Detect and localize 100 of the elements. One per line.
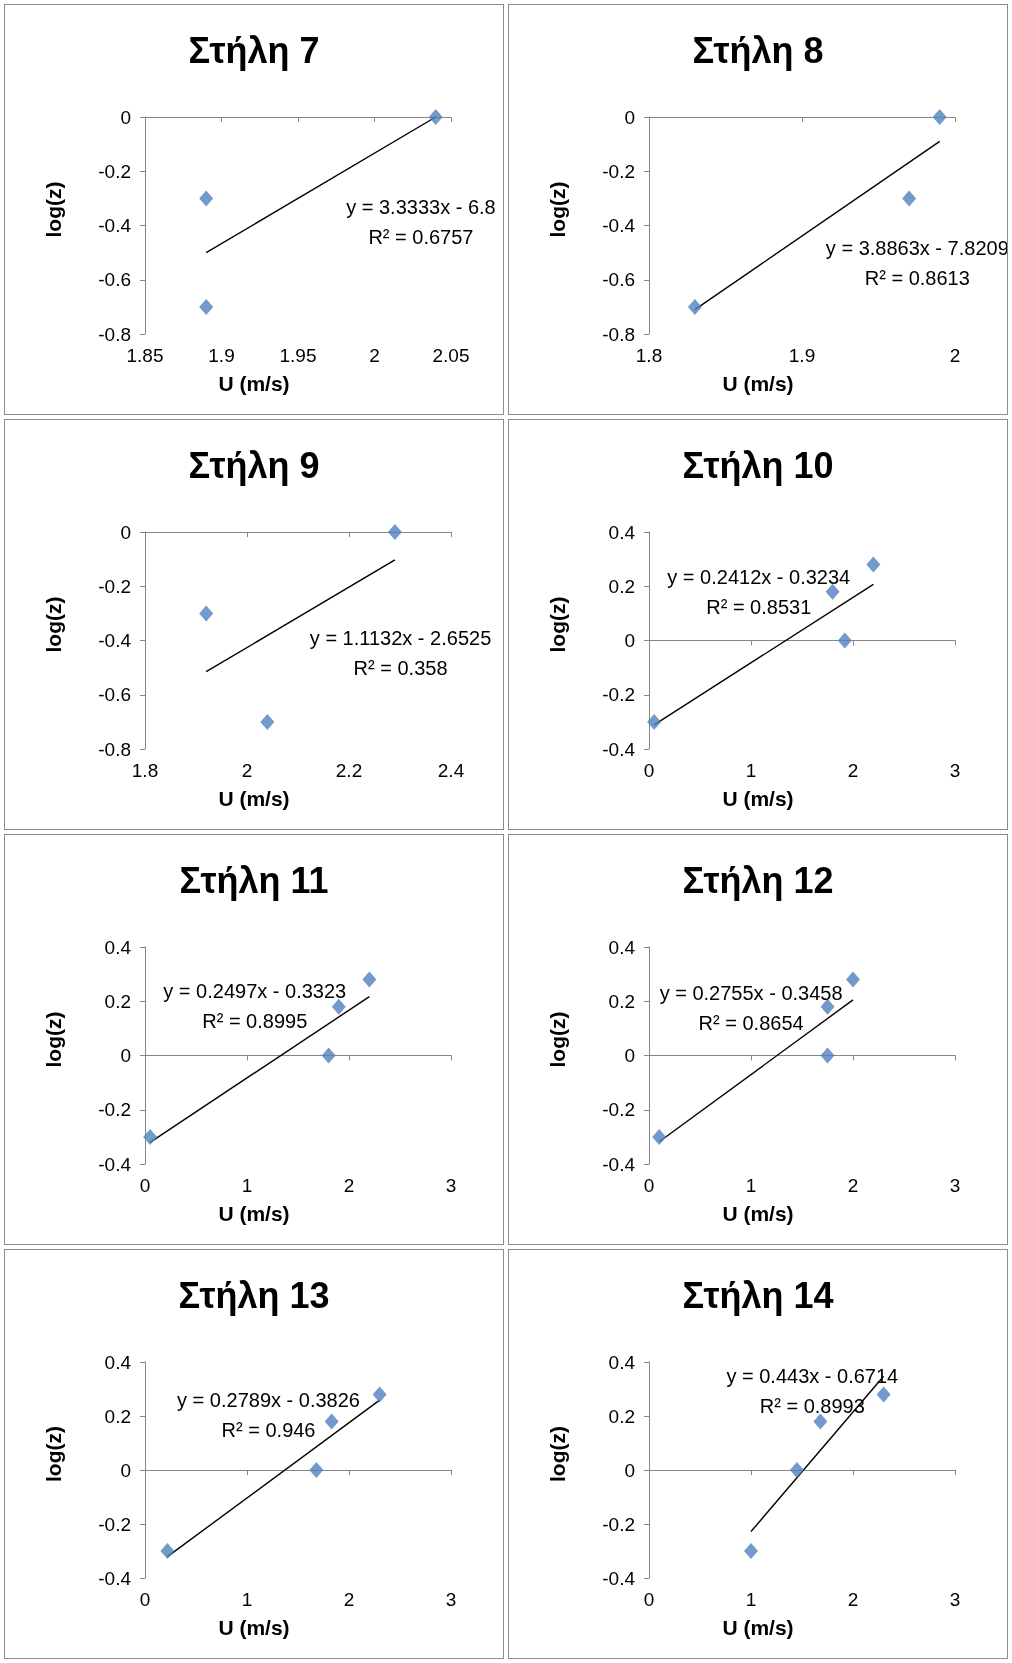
y-tick-label: -0.4 <box>98 1153 132 1175</box>
point <box>199 298 214 315</box>
y-tick-label: -0.4 <box>602 1153 636 1175</box>
y-tick-label: 0.2 <box>608 575 635 597</box>
point <box>428 109 443 125</box>
x-tick-label: 3 <box>949 760 961 781</box>
annotation: y = 3.8863x - 7.8209 <box>825 236 1009 259</box>
point <box>846 971 860 988</box>
x-tick-label: 3 <box>445 1589 457 1610</box>
annotation: y = 1.1132x - 2.6525 <box>309 626 492 649</box>
y-tick-label: -0.6 <box>98 269 131 291</box>
y-tick-label: -0.2 <box>602 160 635 182</box>
x-axis-title: U (m/s) <box>722 1202 794 1225</box>
point <box>331 998 346 1015</box>
annotation: R² = 0.8654 <box>698 1011 804 1034</box>
y-tick-label: -0.8 <box>602 323 635 345</box>
y-tick-label: -0.4 <box>602 738 636 760</box>
y-tick-label: 0.4 <box>608 1351 636 1373</box>
x-tick-label: 1.95 <box>279 345 317 366</box>
point <box>387 524 402 540</box>
chart-title: Στήλη 10 <box>682 444 834 486</box>
y-axis-title: log(z) <box>42 181 65 238</box>
x-axis-title: U (m/s) <box>218 787 290 810</box>
point <box>362 971 377 988</box>
x-tick-label: 2 <box>847 1589 859 1610</box>
point <box>260 713 275 730</box>
x-tick-label: 2.4 <box>437 760 465 781</box>
y-tick-label: -0.4 <box>98 630 132 651</box>
y-tick-label: -0.6 <box>98 684 131 706</box>
chart-title: Στήλη 7 <box>188 29 320 71</box>
y-tick-label: 0 <box>624 630 635 651</box>
x-tick-label: 2.2 <box>335 760 363 781</box>
x-tick-label: 1 <box>745 1589 757 1610</box>
point <box>199 605 214 622</box>
x-tick-label: 1.8 <box>635 345 663 366</box>
y-tick-label: 0 <box>120 106 131 128</box>
x-tick-label: 2 <box>369 345 380 366</box>
point <box>820 1047 835 1064</box>
y-axis-title: log(z) <box>546 1011 569 1068</box>
annotation: y = 0.443x - 0.6714 <box>726 1364 899 1387</box>
x-tick-label: 2.05 <box>432 345 470 366</box>
x-axis-title: U (m/s) <box>722 1616 794 1639</box>
x-tick-label: 0 <box>643 1175 655 1196</box>
annotation: y = 0.2412x - 0.3234 <box>667 565 851 588</box>
x-tick-label: 2 <box>847 1175 859 1196</box>
chart-title: Στήλη 13 <box>178 1274 330 1316</box>
y-tick-label: 0.4 <box>608 936 636 958</box>
y-tick-label: -0.8 <box>98 323 131 345</box>
x-tick-label: 1.9 <box>208 345 235 366</box>
x-tick-label: 0 <box>643 1589 655 1610</box>
point <box>825 583 840 600</box>
y-tick-label: -0.2 <box>98 1099 131 1121</box>
chart-title: Στήλη 12 <box>682 859 834 901</box>
x-tick-label: 2 <box>241 760 253 781</box>
annotation: R² = 0.946 <box>221 1419 316 1442</box>
chart-title: Στήλη 11 <box>179 859 329 901</box>
point <box>324 1413 339 1430</box>
y-tick-label: 0 <box>120 1459 131 1481</box>
y-tick-label: -0.4 <box>602 1567 636 1589</box>
x-axis-title: U (m/s) <box>218 1616 290 1639</box>
y-tick-label: 0 <box>624 106 635 128</box>
x-tick-label: 1.8 <box>131 760 159 781</box>
y-tick-label: -0.2 <box>602 1513 635 1535</box>
annotation: y = 0.2755x - 0.3458 <box>659 981 843 1004</box>
y-tick-label: 0.2 <box>104 990 131 1012</box>
y-tick-label: 0.2 <box>608 990 635 1012</box>
x-tick-label: 0 <box>643 760 655 781</box>
annotation: y = 0.2497x - 0.3323 <box>163 980 347 1003</box>
x-tick-label: 1 <box>745 760 757 781</box>
y-tick-label: -0.4 <box>98 215 132 236</box>
point <box>652 1128 667 1145</box>
point <box>837 632 852 649</box>
y-axis-title: log(z) <box>546 596 569 653</box>
annotation: R² = 0.8613 <box>864 266 970 289</box>
point <box>143 1128 158 1145</box>
x-tick-label: 2 <box>847 760 859 781</box>
point <box>687 298 702 315</box>
y-axis-title: log(z) <box>42 1426 65 1482</box>
y-axis-title: log(z) <box>546 181 569 238</box>
x-tick-label: 1 <box>745 1175 757 1196</box>
y-tick-label: -0.2 <box>602 1099 635 1121</box>
x-tick-label: 1.85 <box>126 345 164 366</box>
chart-title: Στήλη 8 <box>692 29 824 71</box>
annotation: R² = 0.8995 <box>202 1010 308 1033</box>
x-tick-label: 1 <box>241 1175 253 1196</box>
point <box>309 1462 324 1478</box>
y-tick-label: 0 <box>120 521 131 543</box>
x-axis-title: U (m/s) <box>218 1202 290 1225</box>
point <box>647 713 662 730</box>
point <box>744 1543 758 1559</box>
annotation: R² = 0.358 <box>353 656 448 679</box>
annotation: y = 0.2789x - 0.3826 <box>177 1389 360 1412</box>
point <box>902 190 917 207</box>
x-tick-label: 2 <box>343 1175 355 1196</box>
y-axis-title: log(z) <box>42 1011 65 1068</box>
annotation: y = 3.3333x - 6.8 <box>346 195 496 218</box>
y-tick-label: -0.8 <box>98 738 131 760</box>
y-tick-label: -0.2 <box>98 160 131 182</box>
y-tick-label: 0.2 <box>608 1405 635 1427</box>
x-tick-label: 3 <box>949 1589 961 1610</box>
